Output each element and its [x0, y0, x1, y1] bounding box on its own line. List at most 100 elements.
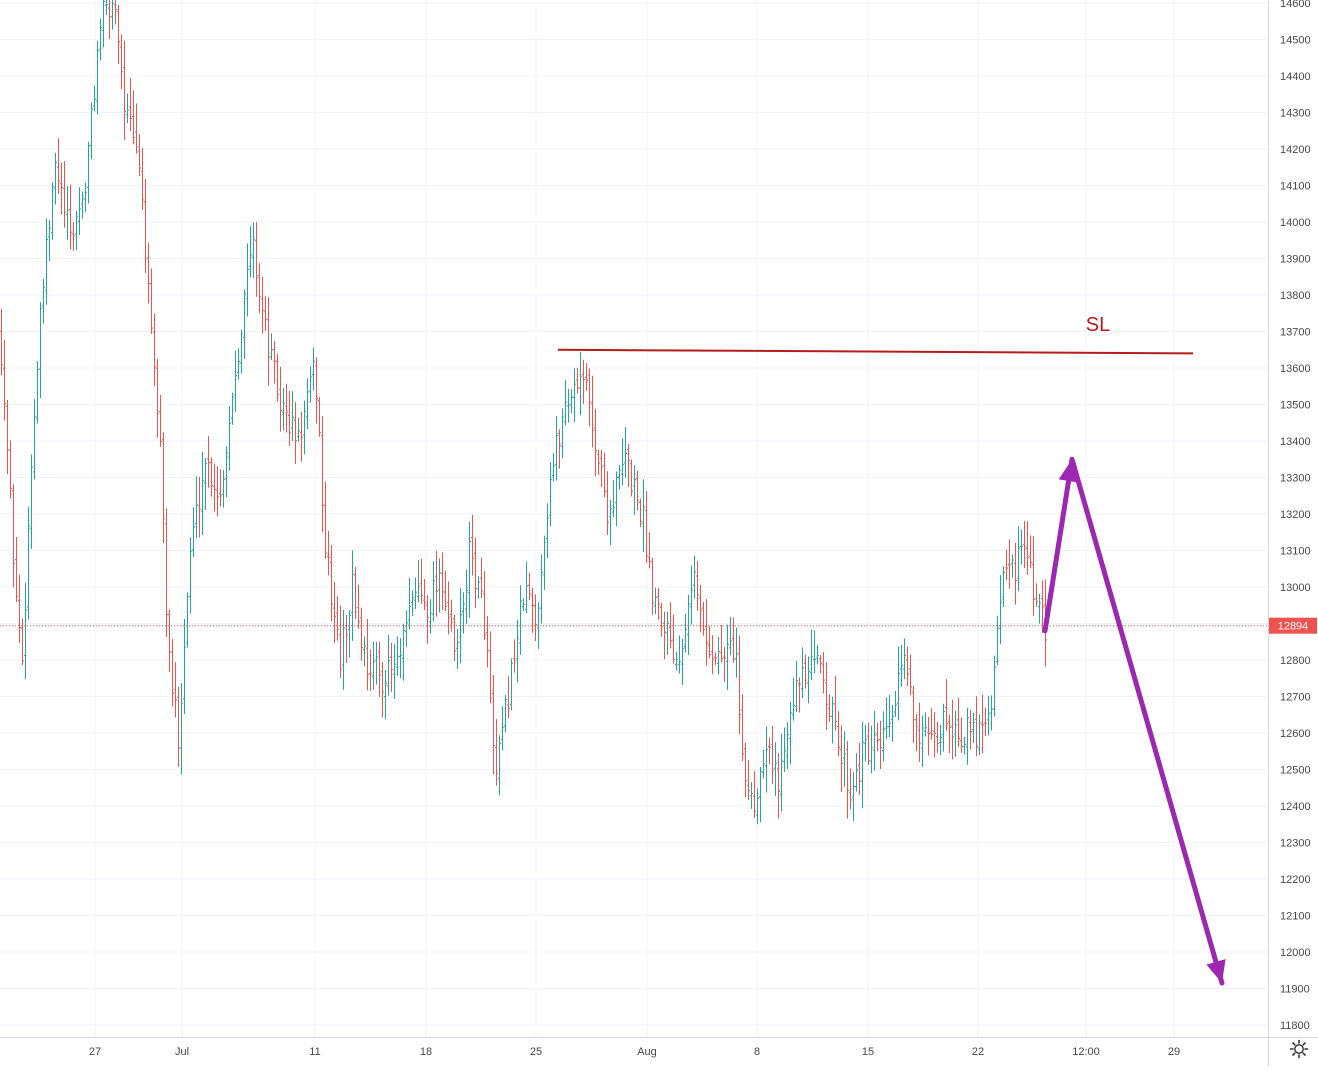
ohlc-bar — [747, 760, 750, 801]
ohlc-bar — [222, 469, 225, 508]
ohlc-bar — [621, 438, 624, 486]
price-tick-label: 14200 — [1280, 144, 1311, 156]
ohlc-bar — [498, 735, 501, 796]
forecast-path[interactable] — [1042, 456, 1225, 986]
ohlc-bar — [69, 184, 72, 250]
ohlc-bar — [657, 588, 660, 620]
ohlc-bar — [981, 694, 984, 754]
price-tick-label: 14300 — [1280, 108, 1311, 120]
ohlc-bar — [78, 187, 81, 236]
price-tick-label: 13700 — [1280, 327, 1311, 339]
ohlc-bar — [18, 574, 21, 643]
ohlc-bar — [225, 446, 228, 498]
ohlc-bar — [468, 521, 471, 618]
gear-icon[interactable] — [1288, 1038, 1310, 1060]
ohlc-bar — [402, 624, 405, 681]
ohlc-bar — [723, 647, 726, 682]
ohlc-bar — [894, 690, 897, 717]
ohlc-bar — [24, 582, 27, 680]
ohlc-bar — [825, 662, 828, 730]
ohlc-bar — [192, 507, 195, 558]
ohlc-bar — [534, 594, 537, 642]
ohlc-bar — [969, 709, 972, 750]
price-tick-label: 12100 — [1280, 911, 1311, 923]
ohlc-bar — [111, 0, 114, 30]
time-tick-label: Aug — [637, 1046, 657, 1058]
ohlc-bar — [720, 624, 723, 663]
ohlc-bar — [984, 707, 987, 736]
ohlc-bar — [918, 702, 921, 762]
ohlc-bar — [363, 636, 366, 667]
ohlc-bar — [762, 749, 765, 779]
ohlc-bar — [114, 0, 117, 25]
price-tick-label: 12700 — [1280, 692, 1311, 704]
ohlc-bar — [903, 638, 906, 680]
ohlc-bar — [327, 530, 330, 576]
ohlc-bar — [669, 602, 672, 649]
ohlc-bar — [549, 462, 552, 527]
price-tick-label: 12200 — [1280, 874, 1311, 886]
price-tick-label: 13400 — [1280, 436, 1311, 448]
ohlc-bar — [126, 93, 129, 124]
ohlc-bar — [804, 654, 807, 689]
ohlc-bar — [435, 550, 438, 617]
ohlc-bar — [411, 590, 414, 617]
time-tick-label: 11 — [309, 1046, 320, 1058]
ohlc-bar — [249, 226, 252, 278]
ohlc-bar — [201, 451, 204, 536]
ohlc-bar — [450, 599, 453, 632]
ohlc-bar — [318, 396, 321, 437]
ohlc-bar — [522, 598, 525, 612]
ohlc-bar — [639, 498, 642, 528]
ohlc-bar — [147, 242, 150, 304]
ohlc-bar — [876, 722, 879, 752]
ohlc-bar — [885, 697, 888, 740]
ohlc-bar — [507, 676, 510, 719]
ohlc-bar — [585, 363, 588, 391]
ohlc-bar — [852, 772, 855, 822]
ohlc-bar — [303, 400, 306, 455]
ohlc-bar — [285, 383, 288, 433]
ohlc-bar — [150, 268, 153, 334]
ohlc-bar — [612, 480, 615, 518]
ohlc-bar — [780, 733, 783, 812]
ohlc-bar — [867, 722, 870, 765]
ohlc-bar — [792, 677, 795, 721]
price-tick-label: 12300 — [1280, 838, 1311, 850]
ohlc-bar — [477, 576, 480, 599]
ohlc-bar — [207, 436, 210, 488]
ohlc-bar — [714, 652, 717, 665]
ohlc-bar — [408, 577, 411, 630]
ohlc-bar — [666, 611, 669, 656]
ohlc-bar — [483, 571, 486, 640]
ohlc-bar — [255, 222, 258, 297]
price-tick-label: 11900 — [1280, 984, 1310, 996]
ohlc-bar — [1011, 554, 1014, 578]
ohlc-bar — [654, 587, 657, 614]
ohlc-bar — [828, 694, 831, 722]
ohlc-bar — [63, 161, 66, 228]
ohlc-bar — [282, 387, 285, 431]
ohlc-bar — [48, 220, 51, 262]
ohlc-bar — [582, 359, 585, 404]
ohlc-bar — [624, 426, 627, 478]
ohlc-bar — [459, 588, 462, 664]
time-tick-label: 8 — [754, 1046, 760, 1058]
ohlc-bar — [51, 182, 54, 240]
ohlc-bar — [168, 609, 171, 673]
ohlc-bar — [741, 694, 744, 761]
ohlc-bar — [924, 712, 927, 737]
ohlc-bar — [420, 558, 423, 604]
ohlc-bar — [783, 727, 786, 772]
ohlc-bar — [594, 408, 597, 477]
ohlc-bar — [681, 638, 684, 686]
price-tick-label: 14100 — [1280, 181, 1311, 193]
ohlc-bar — [39, 302, 42, 399]
ohlc-bar — [474, 537, 477, 608]
ohlc-bar — [279, 366, 282, 432]
drawings-layer[interactable]: SL — [557, 314, 1226, 986]
ohlc-bar — [750, 782, 753, 809]
ohlc-bar — [618, 464, 621, 490]
